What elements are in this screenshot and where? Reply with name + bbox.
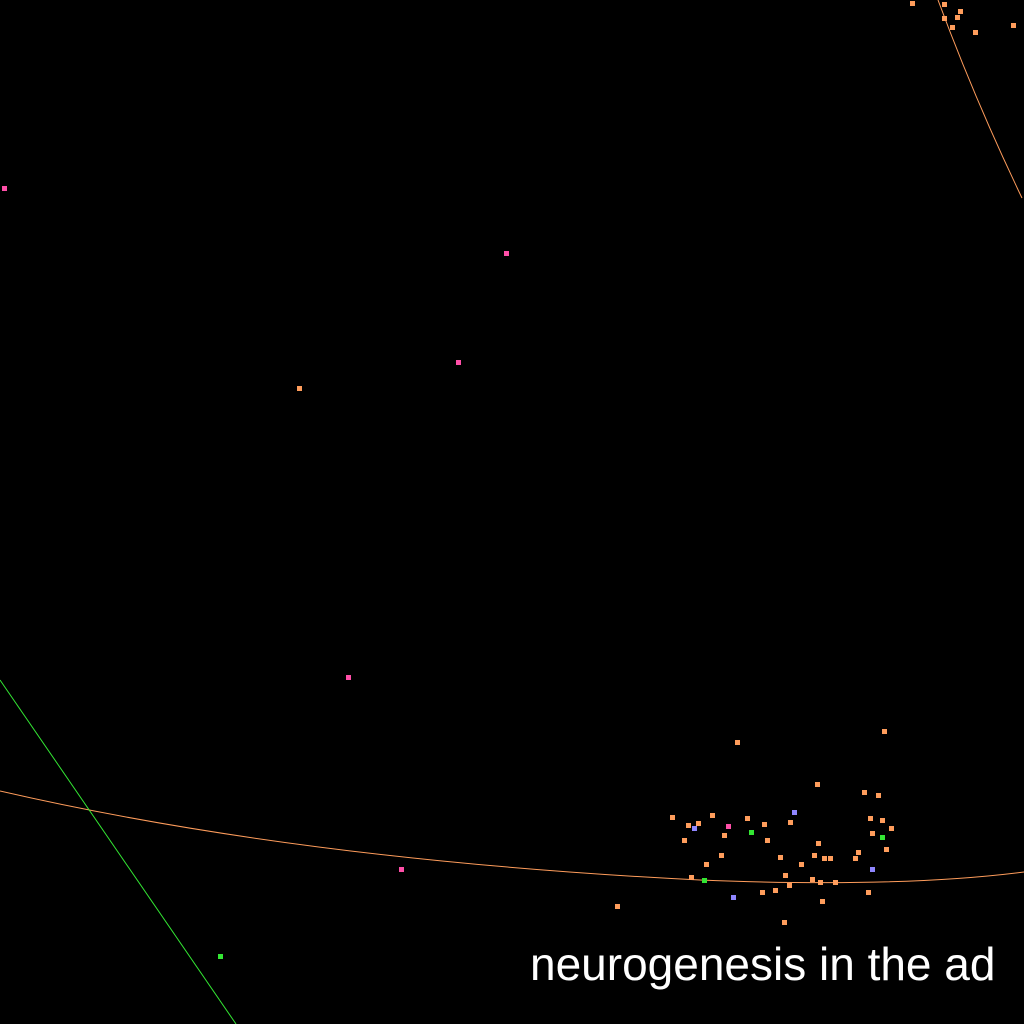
caption-text: neurogenesis in the ad <box>530 938 996 990</box>
orange-point <box>822 856 827 861</box>
orange-point <box>884 847 889 852</box>
pink-point <box>456 360 461 365</box>
violet-point <box>870 867 875 872</box>
orange-point <box>682 838 687 843</box>
orange-point <box>787 883 792 888</box>
orange-point <box>820 899 825 904</box>
pink-point <box>2 186 7 191</box>
pink-point <box>346 675 351 680</box>
orange-point <box>815 782 820 787</box>
orange-point <box>765 838 770 843</box>
orange-point <box>735 740 740 745</box>
green-line <box>0 679 237 1024</box>
orange-point <box>870 831 875 836</box>
orange-point <box>773 888 778 893</box>
pink-point <box>726 824 731 829</box>
orange-point <box>686 823 691 828</box>
pink-point <box>399 867 404 872</box>
orange-point <box>866 890 871 895</box>
orange-point <box>760 890 765 895</box>
green-point <box>218 954 223 959</box>
orange-point <box>782 920 787 925</box>
orange-point <box>955 15 960 20</box>
orange-point <box>689 875 694 880</box>
orange-point <box>880 818 885 823</box>
orange-point <box>704 862 709 867</box>
orange-point <box>788 820 793 825</box>
orange-point <box>973 30 978 35</box>
violet-point <box>792 810 797 815</box>
orange-point <box>710 813 715 818</box>
orange-point <box>810 877 815 882</box>
orange-point <box>799 862 804 867</box>
orange-point <box>297 386 302 391</box>
orange-point <box>812 853 817 858</box>
orange-point <box>722 833 727 838</box>
violet-point <box>731 895 736 900</box>
orange-point <box>876 793 881 798</box>
green-point <box>702 878 707 883</box>
orange-curve-lower <box>0 790 1024 884</box>
orange-point <box>816 841 821 846</box>
orange-point <box>783 873 788 878</box>
orange-point <box>910 1 915 6</box>
orange-point <box>818 880 823 885</box>
orange-curve-upper <box>937 0 1023 199</box>
orange-point <box>719 853 724 858</box>
orange-point <box>868 816 873 821</box>
orange-point <box>745 816 750 821</box>
violet-point <box>692 826 697 831</box>
orange-point <box>762 822 767 827</box>
orange-point <box>889 826 894 831</box>
orange-point <box>942 2 947 7</box>
orange-point <box>778 855 783 860</box>
orange-point <box>950 25 955 30</box>
orange-point <box>833 880 838 885</box>
orange-point <box>615 904 620 909</box>
orange-point <box>958 9 963 14</box>
orange-point <box>942 16 947 21</box>
orange-point <box>696 821 701 826</box>
orange-point <box>670 815 675 820</box>
orange-point <box>853 856 858 861</box>
pink-point <box>504 251 509 256</box>
orange-point <box>1011 23 1016 28</box>
orange-point <box>862 790 867 795</box>
green-point <box>749 830 754 835</box>
orange-point <box>856 850 861 855</box>
orange-point <box>882 729 887 734</box>
green-point <box>880 835 885 840</box>
orange-point <box>828 856 833 861</box>
